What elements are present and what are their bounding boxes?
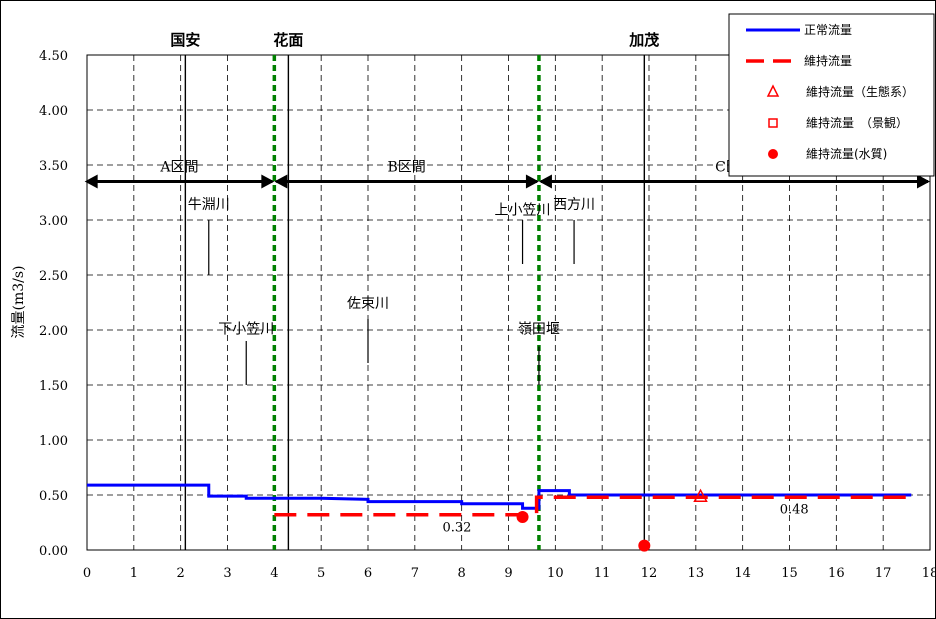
x-tick-label: 16: [828, 566, 845, 581]
maintenance-flow-line: [274, 495, 912, 517]
x-tick-label: 6: [364, 566, 372, 581]
legend-label: 維持流量（生態系）: [806, 84, 914, 99]
location-labels: 国安 花面 加茂: [170, 31, 659, 49]
x-tick-label: 17: [875, 566, 892, 581]
location-label: 国安: [170, 31, 200, 49]
x-tick-label: 5: [317, 566, 325, 581]
x-tick-label: 18: [922, 566, 936, 581]
section-arrowhead: [525, 174, 539, 189]
section-arrowhead: [274, 174, 288, 189]
grid: [87, 55, 930, 550]
ecosystem-marker: [693, 488, 708, 502]
legend-box: [728, 13, 935, 177]
x-tick-label: 4: [270, 566, 278, 581]
x-tick-label: 1: [130, 566, 138, 581]
x-axis: 0 1 2 3 4 5 6 7 8 9 10 11 12 13 14 15 16 17 18: [83, 566, 936, 581]
section-label: A区間: [159, 160, 198, 176]
water-quality-marker: [516, 511, 529, 523]
data-labels: 0.32 0.48: [443, 503, 809, 536]
x-tick-label: 10: [547, 566, 564, 581]
section-arrowhead: [917, 174, 930, 189]
water-quality-marker: [638, 539, 651, 552]
y-tick-label: 1.00: [39, 434, 68, 449]
legend-label: 正常流量: [804, 23, 852, 37]
y-tick-label: 3.00: [39, 214, 68, 229]
y-tick-label: 3.50: [39, 159, 68, 174]
y-tick-label: 1.50: [39, 379, 68, 394]
section-label: B区間: [387, 160, 425, 176]
tributary-label: 牛淵川: [188, 197, 230, 213]
location-label: 花面: [273, 31, 303, 49]
series-lines: [87, 483, 912, 517]
y-tick-label: 2.50: [39, 269, 68, 284]
location-lines: [184, 55, 646, 550]
x-tick-label: 0: [83, 566, 91, 581]
tributary-label: 西方川: [553, 197, 595, 213]
y-tick-label: 2.00: [39, 324, 68, 339]
tributary-label: 下小笠川: [218, 321, 274, 337]
x-tick-label: 12: [641, 566, 658, 581]
legend-label: 維持流量: [804, 53, 852, 68]
x-tick-label: 2: [177, 566, 185, 581]
legend-circle-icon: [768, 149, 778, 159]
data-label: 0.48: [780, 503, 809, 518]
tributary-label: 嶺田堰: [518, 321, 560, 337]
legend-square-icon: [768, 118, 778, 128]
tributary-label: 上小笠川: [495, 203, 551, 219]
x-tick-label: 9: [504, 566, 512, 581]
x-tick-label: 11: [594, 566, 611, 581]
y-axis-label: 流量(m3/s): [11, 265, 27, 338]
legend-label: 維持流量 （景観）: [806, 115, 908, 130]
x-tick-label: 7: [411, 566, 419, 581]
sections: A区間B区間C区間: [84, 160, 930, 189]
y-tick-label: 0.00: [39, 544, 68, 559]
section-arrowhead: [538, 174, 552, 189]
tributary-label: 佐束川: [347, 296, 389, 312]
x-tick-label: 14: [734, 566, 751, 581]
legend-label: 維持流量(水質): [806, 146, 887, 161]
section-arrowhead: [84, 174, 98, 189]
normal-flow-line: [87, 483, 912, 510]
x-tick-label: 15: [781, 566, 798, 581]
x-tick-label: 13: [688, 566, 705, 581]
legend-triangle-icon: [766, 84, 780, 97]
x-tick-label: 8: [458, 566, 466, 581]
x-tick-label: 3: [223, 566, 231, 581]
data-label: 0.32: [443, 520, 472, 535]
section-arrowhead: [261, 174, 275, 189]
y-axis: 0.00 0.50 1.00 1.50 2.00 2.50 3.00 3.50 4.00 4.50: [39, 49, 68, 559]
location-label: 加茂: [628, 31, 659, 49]
y-tick-label: 4.50: [39, 49, 68, 64]
y-tick-label: 0.50: [39, 489, 68, 504]
marker-points: [516, 488, 708, 552]
y-tick-label: 4.00: [39, 104, 68, 119]
